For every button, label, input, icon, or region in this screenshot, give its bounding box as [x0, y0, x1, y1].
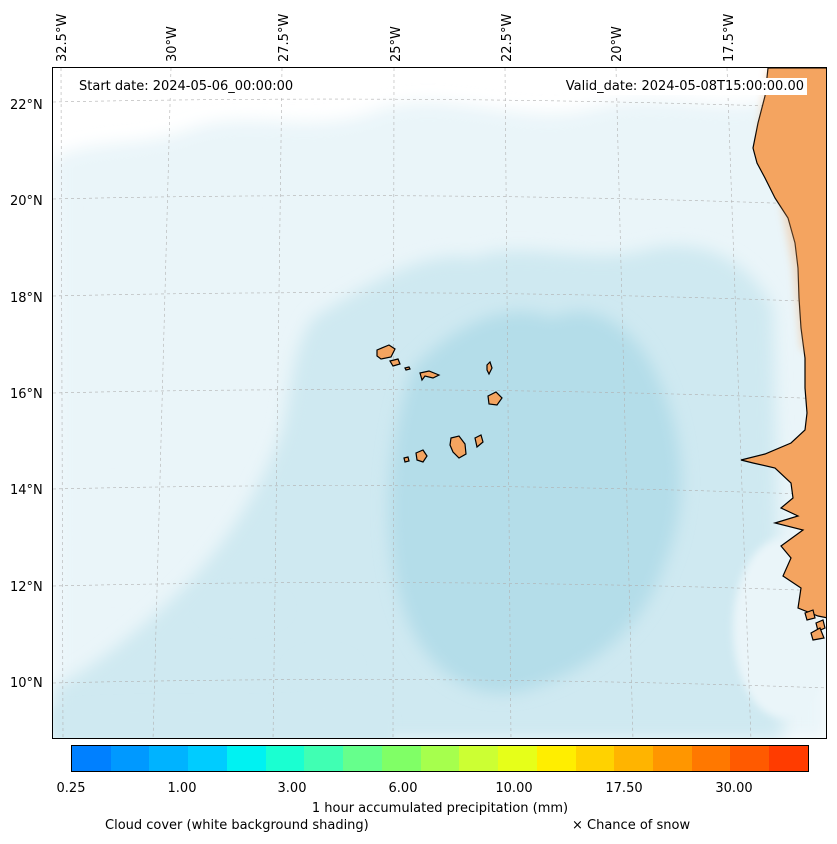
colorbar-segment — [614, 746, 654, 771]
cloud-patch — [288, 650, 358, 686]
cloud-patch — [198, 586, 288, 630]
coastal-island — [804, 609, 816, 621]
colorbar-tick-30-00: 30.00 — [715, 781, 753, 796]
cloud-layer-dense — [389, 311, 682, 694]
lon-label-20w: 20°W — [610, 26, 625, 62]
grid-line — [615, 68, 634, 738]
colorbar-tick-17-50: 17.50 — [605, 781, 643, 796]
lon-label-22-5w: 22.5°W — [500, 13, 515, 62]
colorbar-segment — [420, 746, 460, 771]
grid-line — [60, 68, 64, 738]
grid-line — [272, 68, 283, 738]
island-fogo[interactable] — [415, 449, 428, 463]
lon-label-27-5w: 27.5°W — [277, 13, 292, 62]
colorbar-segment — [72, 746, 111, 771]
colorbar-title: 1 hour accumulated precipitation (mm) — [311, 801, 569, 816]
island-boa-vista[interactable] — [487, 391, 503, 406]
precip-colorbar — [71, 745, 809, 772]
colorbar-tick-3-00: 3.00 — [277, 781, 307, 796]
grid-line — [53, 195, 826, 206]
colorbar-segment — [691, 746, 731, 771]
snow-legend: × Chance of snow — [572, 818, 691, 833]
grid-line — [53, 389, 826, 400]
sahara-shading — [758, 68, 826, 367]
grid-line — [152, 68, 172, 738]
colorbar-tick-0-25: 0.25 — [56, 781, 86, 796]
colorbar-segment — [110, 746, 150, 771]
island-maio[interactable] — [474, 434, 484, 449]
start-date: Start date: 2024-05-06_00:00:00 — [76, 78, 297, 95]
lon-label-32-5w: 32.5°W — [55, 13, 70, 62]
grid-line — [392, 68, 395, 738]
island-sal[interactable] — [486, 360, 493, 376]
colorbar-segment — [265, 746, 305, 771]
cloud-patch — [93, 168, 253, 248]
cloud-cover-legend: Cloud cover (white background shading) — [105, 818, 369, 833]
lat-label-10n: 10°N — [10, 676, 43, 691]
island-santa-luzia[interactable] — [404, 366, 411, 371]
coastal-island — [815, 619, 826, 632]
cape-verde-islands[interactable] — [376, 344, 503, 463]
lat-label-20n: 20°N — [10, 194, 43, 209]
grid-line — [504, 68, 512, 738]
colorbar-segment — [381, 746, 421, 771]
valid-date: Valid_date: 2024-05-08T15:00:00.00 — [562, 78, 807, 95]
map-canvas[interactable] — [53, 68, 827, 739]
lat-label-16n: 16°N — [10, 387, 43, 402]
colorbar-segment — [459, 746, 499, 771]
grid-line — [53, 292, 826, 303]
colorbar-segment — [188, 746, 227, 771]
colorbar-segment — [304, 746, 344, 771]
colorbar-segment — [536, 746, 576, 771]
lat-label-14n: 14°N — [10, 483, 43, 498]
colorbar-segment — [149, 746, 189, 771]
colorbar-segment — [575, 746, 615, 771]
colorbar-segment — [769, 746, 808, 771]
lon-label-30w: 30°W — [165, 26, 180, 62]
colorbar-segment — [343, 746, 382, 771]
bijagos-islands — [804, 609, 826, 641]
colorbar-tick-1-00: 1.00 — [167, 781, 197, 796]
lat-label-18n: 18°N — [10, 291, 43, 306]
colorbar-segment — [653, 746, 692, 771]
colorbar-tick-10-00: 10.00 — [495, 781, 533, 796]
colorbar-segment — [226, 746, 266, 771]
grid-line — [53, 485, 826, 496]
colorbar-tick-6-00: 6.00 — [388, 781, 418, 796]
map-frame[interactable] — [52, 67, 827, 739]
island-sao-nicolau[interactable] — [419, 370, 441, 382]
grid-line — [53, 679, 826, 689]
island-santo-antao[interactable] — [376, 344, 396, 360]
grid-line — [53, 582, 826, 592]
grid-line — [726, 68, 752, 738]
lon-label-25w: 25°W — [389, 26, 404, 62]
colorbar-segment — [730, 746, 770, 771]
graticule — [53, 68, 826, 738]
colorbar-segment — [498, 746, 537, 771]
lon-label-17-5w: 17.5°W — [722, 13, 737, 62]
cloud-cover-shading — [53, 88, 826, 738]
cloud-patch — [73, 478, 153, 598]
coastal-island — [810, 627, 825, 641]
lat-label-12n: 12°N — [10, 580, 43, 595]
grid-line — [53, 98, 826, 109]
lat-label-22n: 22°N — [10, 98, 43, 113]
island-sao-vicente[interactable] — [389, 358, 401, 367]
island-santiago[interactable] — [449, 435, 467, 459]
cloud-band-south — [53, 698, 393, 738]
island-brava[interactable] — [403, 456, 410, 463]
